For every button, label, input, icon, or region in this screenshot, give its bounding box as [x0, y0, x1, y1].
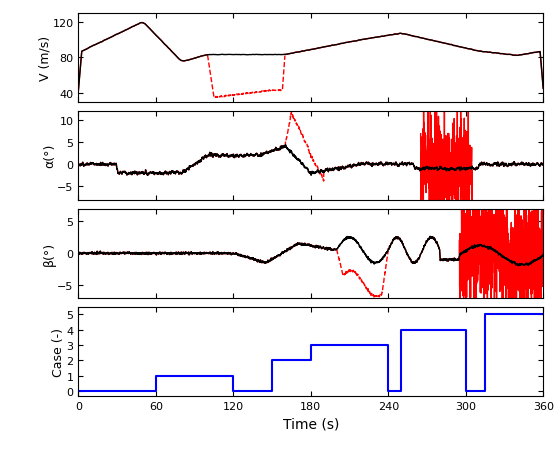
Y-axis label: V (m/s): V (m/s) [38, 35, 51, 81]
Y-axis label: Case (-): Case (-) [52, 327, 65, 376]
Y-axis label: α(°): α(°) [43, 144, 56, 168]
Y-axis label: β(°): β(°) [43, 242, 56, 266]
X-axis label: Time (s): Time (s) [283, 416, 339, 430]
